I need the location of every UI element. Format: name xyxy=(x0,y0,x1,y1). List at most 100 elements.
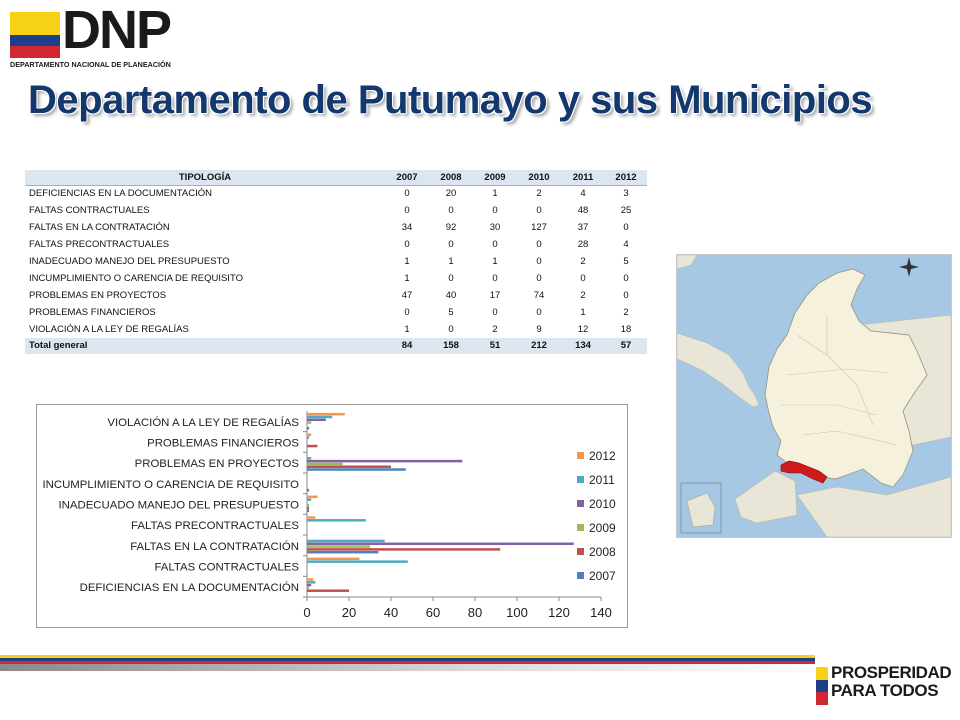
table-cell: 57 xyxy=(605,337,647,354)
table-cell: PROBLEMAS FINANCIEROS xyxy=(25,303,385,322)
bar-2011 xyxy=(307,498,312,501)
table-cell: 127 xyxy=(517,219,561,237)
data-table: TIPOLOGÍA 2007 2008 2009 2010 2011 2012 … xyxy=(25,170,647,354)
table-cell: 48 xyxy=(561,202,605,220)
table-cell: 47 xyxy=(385,286,429,305)
category-label: INCUMPLIMIENTO O CARENCIA DE REQUISITO xyxy=(42,479,299,491)
flag-icon xyxy=(816,667,828,705)
table-cell: 1 xyxy=(473,253,517,271)
table-cell: 0 xyxy=(473,236,517,254)
legend-swatch-2008 xyxy=(577,548,584,555)
table-cell: 18 xyxy=(605,320,647,339)
legend-label: 2009 xyxy=(589,521,616,535)
bar-2012 xyxy=(307,412,345,416)
table-cell: 5 xyxy=(429,303,473,322)
table-cell: 2 xyxy=(561,286,605,305)
table-cell: 1 xyxy=(385,269,429,288)
bar-2011 xyxy=(307,539,385,543)
table-cell: FALTAS PRECONTRACTUALES xyxy=(25,236,385,254)
footer-line2: PARA TODOS xyxy=(831,681,939,700)
bar-2008 xyxy=(307,444,318,448)
bar-2011 xyxy=(307,436,310,439)
legend-label: 2010 xyxy=(589,497,616,511)
table-header-row: TIPOLOGÍA 2007 2008 2009 2010 2011 2012 xyxy=(25,170,647,186)
bar-2009 xyxy=(307,504,310,507)
table-total-row: Total general 84 158 51 212 134 57 xyxy=(25,337,647,354)
table-cell: 34 xyxy=(385,219,429,237)
table-cell: 0 xyxy=(385,236,429,254)
table-row: FALTAS PRECONTRACTUALES 0 0 0 0 28 4 xyxy=(25,236,647,254)
legend-label: 2008 xyxy=(589,545,616,559)
header-2012: 2012 xyxy=(605,170,647,186)
table-row: INCUMPLIMIENTO O CARENCIA DE REQUISITO 1… xyxy=(25,269,647,288)
table-row: INADECUADO MANEJO DEL PRESUPUESTO 1 1 1 … xyxy=(25,253,647,271)
category-label: DEFICIENCIAS EN LA DOCUMENTACIÓN xyxy=(80,581,299,594)
table-cell: 0 xyxy=(517,303,561,322)
table-cell: 37 xyxy=(561,219,605,237)
bar-2012 xyxy=(307,557,360,561)
bar-2011 xyxy=(307,519,366,522)
table-cell: 0 xyxy=(385,202,429,220)
footer-line1: PROSPERIDAD xyxy=(831,663,952,682)
table-cell: 40 xyxy=(429,286,473,305)
table-cell: 212 xyxy=(517,337,561,354)
table-cell: 0 xyxy=(473,303,517,322)
logo-name: DNP xyxy=(62,0,172,60)
x-tick-label: 20 xyxy=(342,605,356,620)
x-tick-label: 60 xyxy=(426,605,440,620)
header-2007: 2007 xyxy=(385,170,429,186)
table-cell: 92 xyxy=(429,219,473,237)
page-title: Departamento de Putumayo y sus Municipio… xyxy=(28,78,873,122)
bar-2007 xyxy=(307,488,310,492)
table-row: PROBLEMAS EN PROYECTOS 47 40 17 74 2 0 xyxy=(25,286,647,305)
category-label: FALTAS PRECONTRACTUALES xyxy=(131,520,299,532)
bar-2012 xyxy=(307,578,314,581)
colombia-flag-icon xyxy=(10,12,60,58)
logo-subtitle: DEPARTAMENTO NACIONAL DE PLANEACIÓN xyxy=(10,60,171,69)
table-cell: 25 xyxy=(605,202,647,220)
table-cell: 134 xyxy=(561,337,605,354)
bar-2008 xyxy=(307,589,349,592)
x-tick-label: 140 xyxy=(590,605,612,620)
colombia-map xyxy=(676,254,952,538)
table-cell: 0 xyxy=(517,236,561,254)
table-row: FALTAS CONTRACTUALES 0 0 0 0 48 25 xyxy=(25,202,647,220)
legend-swatch-2009 xyxy=(577,524,584,531)
category-label: PROBLEMAS FINANCIEROS xyxy=(147,438,299,450)
bar-2007 xyxy=(307,550,379,554)
table-cell: 2 xyxy=(473,320,517,339)
table-cell: 4 xyxy=(561,185,605,203)
table-cell: 0 xyxy=(429,269,473,288)
header-2008: 2008 xyxy=(429,170,473,186)
table-cell: 0 xyxy=(605,269,647,288)
legend-swatch-2011 xyxy=(577,476,584,483)
table-cell: 1 xyxy=(385,320,429,339)
bar-2008 xyxy=(307,506,310,510)
table-cell: 1 xyxy=(385,253,429,271)
table-cell: 1 xyxy=(561,303,605,322)
x-tick-label: 80 xyxy=(468,605,482,620)
neighbor-land xyxy=(796,476,951,537)
bar-2008 xyxy=(307,465,391,468)
table-row: FALTAS EN LA CONTRATACIÓN 34 92 30 127 3… xyxy=(25,219,647,237)
inset-land xyxy=(686,492,716,528)
bar-2011 xyxy=(307,560,408,563)
compass-icon xyxy=(899,257,919,277)
table-cell: 17 xyxy=(473,286,517,305)
prosperidad-logo: PROSPERIDAD PARA TODOS xyxy=(816,664,952,710)
category-label: FALTAS EN LA CONTRATACIÓN xyxy=(130,540,299,553)
table-cell: 1 xyxy=(473,185,517,203)
colombia-shape xyxy=(764,268,928,488)
table-cell: INCUMPLIMIENTO O CARENCIA DE REQUISITO xyxy=(25,269,385,288)
bar-chart-svg: 0 20 40 60 80 100 120 140 DEFICIENCIAS EN LA DOC… xyxy=(42,411,616,620)
legend-swatch-2007 xyxy=(577,572,584,579)
table-cell: FALTAS CONTRACTUALES xyxy=(25,202,385,220)
legend-swatch-2010 xyxy=(577,500,584,507)
x-tick-label: 100 xyxy=(506,605,528,620)
table-cell: 0 xyxy=(517,253,561,271)
footer-band xyxy=(0,655,815,671)
bar-2009 xyxy=(307,462,343,466)
bar-2008 xyxy=(307,548,501,551)
bar-2007 xyxy=(307,426,310,430)
table-cell: 0 xyxy=(385,303,429,322)
